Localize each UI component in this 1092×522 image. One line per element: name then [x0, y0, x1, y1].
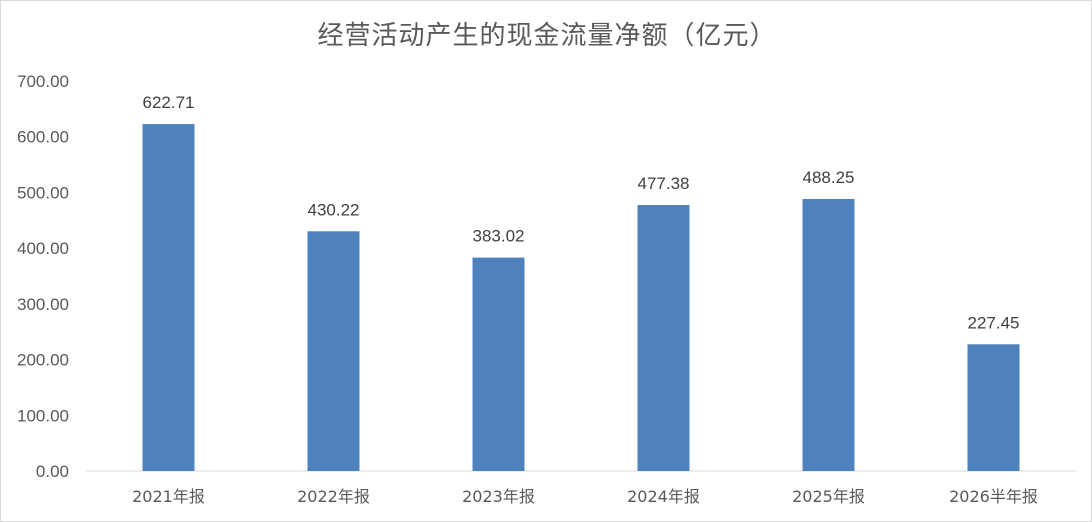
x-category-label-3: 2023年报 — [462, 487, 535, 506]
data-label-2: 430.22 — [308, 200, 360, 219]
y-tick-label: 500.00 — [17, 183, 69, 202]
data-label-1: 622.71 — [143, 93, 195, 112]
y-tick-label: 0.00 — [36, 462, 69, 481]
y-tick-label: 600.00 — [17, 128, 69, 147]
bars — [142, 124, 1020, 472]
y-axis-ticks: 0.00 100.00 200.00 300.00 400.00 500.00 600.00… — [17, 72, 69, 481]
x-category-label-6: 2026半年报 — [949, 487, 1038, 506]
y-tick-label: 700.00 — [17, 72, 69, 91]
bar-1 — [142, 124, 195, 471]
bar-5 — [802, 198, 855, 471]
y-tick-label: 300.00 — [17, 295, 69, 314]
y-tick-label: 400.00 — [17, 239, 69, 258]
bar-4 — [637, 205, 690, 472]
data-label-6: 227.45 — [968, 313, 1020, 332]
bar-6 — [967, 344, 1020, 471]
data-label-5: 488.25 — [803, 168, 855, 187]
bar-2 — [307, 231, 360, 471]
x-category-label-2: 2022年报 — [297, 487, 370, 506]
data-label-4: 477.38 — [638, 174, 690, 193]
bar-3 — [472, 257, 525, 471]
y-tick-label: 200.00 — [17, 351, 69, 370]
data-labels: 622.71 430.22 383.02 477.38 488.25 227.45 — [143, 93, 1020, 332]
chart-title: 经营活动产生的现金流量净额（亿元） — [317, 21, 777, 51]
x-axis-labels: 2021年报 2022年报 2023年报 2024年报 2025年报 2026半年报 — [132, 487, 1038, 506]
x-category-label-5: 2025年报 — [792, 487, 865, 506]
data-label-3: 383.02 — [473, 227, 525, 246]
y-tick-label: 100.00 — [17, 406, 69, 425]
x-category-label-1: 2021年报 — [132, 487, 205, 506]
x-category-label-4: 2024年报 — [627, 487, 700, 506]
